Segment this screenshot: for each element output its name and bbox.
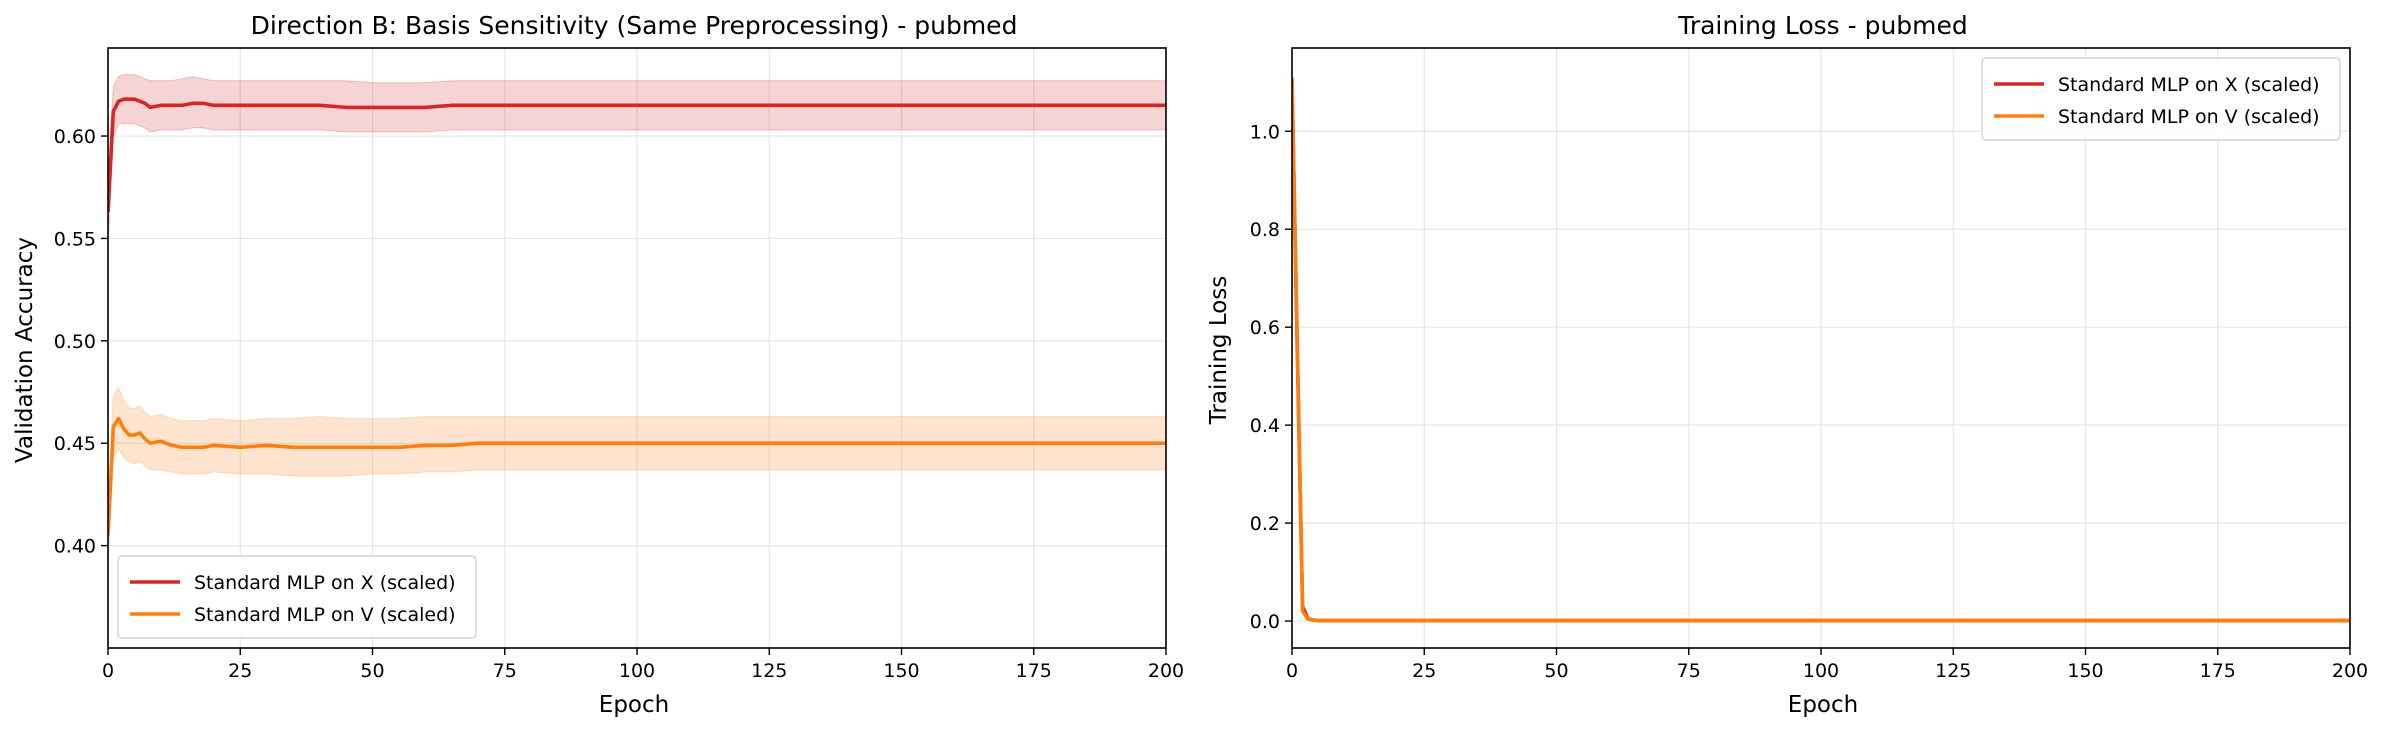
legend-box bbox=[1981, 57, 2341, 141]
accuracy-chart-title: Direction B: Basis Sensitivity (Same Pre… bbox=[251, 11, 1018, 40]
loss-series-1-line bbox=[1292, 77, 2350, 623]
x-tick-label: 175 bbox=[1016, 660, 1052, 682]
legend-label: Standard MLP on X (scaled) bbox=[2058, 74, 2320, 96]
accuracy-series-0-band bbox=[108, 74, 1166, 249]
loss-plot-area bbox=[1292, 77, 2350, 623]
x-tick-label: 125 bbox=[1935, 660, 1971, 682]
accuracy-legend: Standard MLP on X (scaled) Standard MLP o… bbox=[117, 555, 477, 639]
legend-label: Standard MLP on X (scaled) bbox=[194, 572, 456, 594]
y-tick-label: 0.8 bbox=[1250, 219, 1280, 241]
y-tick-label: 0.4 bbox=[1250, 415, 1280, 437]
y-tick-label: 0.55 bbox=[54, 228, 96, 250]
x-tick-label: 50 bbox=[360, 660, 384, 682]
y-tick-label: 0.50 bbox=[54, 331, 96, 353]
x-tick-label: 0 bbox=[1286, 660, 1298, 682]
y-tick-label: 0.6 bbox=[1250, 317, 1280, 339]
x-tick-label: 75 bbox=[1677, 660, 1701, 682]
accuracy-x-axis-label: Epoch bbox=[599, 692, 669, 718]
accuracy-y-axis-label: Validation Accuracy bbox=[12, 237, 38, 463]
x-tick-label: 150 bbox=[883, 660, 919, 682]
legend-box bbox=[117, 555, 477, 639]
accuracy-plot-area bbox=[108, 74, 1166, 567]
accuracy-series-0-line bbox=[108, 97, 1166, 212]
accuracy-series-1-band bbox=[108, 386, 1166, 567]
y-tick-label: 0.60 bbox=[54, 126, 96, 148]
x-tick-label: 100 bbox=[1803, 660, 1839, 682]
y-tick-label: 0.2 bbox=[1250, 513, 1280, 535]
x-tick-label: 200 bbox=[1148, 660, 1184, 682]
x-tick-label: 100 bbox=[619, 660, 655, 682]
loss-grid bbox=[1291, 48, 2351, 648]
loss-panel: Training Loss - pubmed Epoch Training Lo… bbox=[1206, 11, 2368, 718]
y-tick-label: 0.40 bbox=[54, 536, 96, 558]
x-tick-label: 200 bbox=[2332, 660, 2368, 682]
x-tick-label: 75 bbox=[493, 660, 517, 682]
x-tick-label: 0 bbox=[102, 660, 114, 682]
legend-label: Standard MLP on V (scaled) bbox=[2058, 106, 2320, 128]
loss-x-axis-label: Epoch bbox=[1788, 692, 1858, 718]
y-tick-label: 1.0 bbox=[1250, 121, 1280, 143]
legend-label: Standard MLP on V (scaled) bbox=[194, 604, 456, 626]
x-tick-label: 150 bbox=[2067, 660, 2103, 682]
loss-legend: Standard MLP on X (scaled) Standard MLP o… bbox=[1981, 57, 2341, 141]
y-tick-label: 0.0 bbox=[1250, 611, 1280, 633]
x-tick-label: 25 bbox=[1412, 660, 1436, 682]
loss-y-axis-label: Training Loss bbox=[1206, 276, 1232, 426]
x-tick-label: 175 bbox=[2200, 660, 2236, 682]
accuracy-grid bbox=[107, 48, 1167, 648]
y-tick-label: 0.45 bbox=[54, 433, 96, 455]
x-tick-label: 50 bbox=[1544, 660, 1568, 682]
accuracy-panel: Direction B: Basis Sensitivity (Same Pre… bbox=[12, 11, 1184, 718]
x-tick-label: 125 bbox=[751, 660, 787, 682]
loss-chart-title: Training Loss - pubmed bbox=[1677, 11, 1968, 40]
accuracy-series-1-line bbox=[108, 416, 1166, 536]
x-tick-label: 25 bbox=[228, 660, 252, 682]
